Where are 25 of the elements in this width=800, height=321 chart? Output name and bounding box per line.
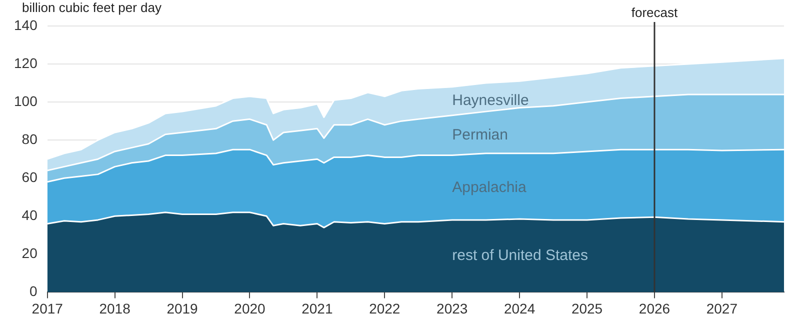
series-label: Appalachia — [452, 178, 527, 196]
x-tick-label: 2020 — [234, 300, 266, 316]
x-tick-label: 2017 — [32, 300, 64, 316]
x-tick-label: 2019 — [166, 300, 198, 316]
ref-line-label: forecast — [631, 5, 678, 20]
y-tick-label: 120 — [14, 54, 38, 71]
series-label: Haynesville — [452, 92, 529, 110]
y-tick-label: 20 — [22, 245, 38, 262]
x-tick-label: 2021 — [302, 300, 333, 316]
x-tick-label: 2024 — [504, 300, 536, 316]
x-tick-label: 2025 — [571, 300, 603, 316]
y-tick-label: 60 — [22, 168, 38, 185]
y-axis-title: billion cubic feet per day — [22, 0, 162, 16]
y-tick-label: 0 — [30, 283, 38, 300]
series-label: Permian — [452, 126, 508, 144]
x-tick-label: 2026 — [638, 300, 670, 316]
x-tick-label: 2023 — [436, 300, 468, 316]
series-label: rest of United States — [452, 247, 588, 264]
x-tick-label: 2018 — [99, 300, 131, 316]
x-tick-label: 2022 — [369, 300, 400, 316]
y-tick-label: 80 — [22, 130, 38, 147]
y-tick-label: 140 — [14, 16, 38, 33]
y-tick-label: 100 — [14, 92, 38, 109]
x-tick-label: 2027 — [706, 300, 738, 316]
y-tick-label: 40 — [22, 207, 38, 223]
